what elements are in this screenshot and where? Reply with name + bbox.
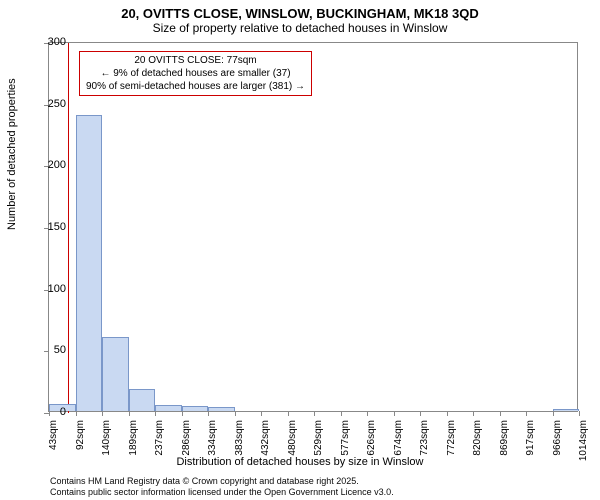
x-tick-mark — [76, 411, 77, 416]
x-tick-mark — [314, 411, 315, 416]
y-axis-label: Number of detached properties — [6, 78, 18, 230]
x-tick-label: 92sqm — [75, 420, 86, 464]
x-tick-label: 43sqm — [48, 420, 59, 464]
x-tick-mark — [235, 411, 236, 416]
x-tick-mark — [261, 411, 262, 416]
histogram-bar — [155, 405, 182, 411]
annotation-line-3: 90% of semi-detached houses are larger (… — [86, 80, 305, 93]
x-tick-label: 237sqm — [154, 420, 165, 464]
x-tick-mark — [526, 411, 527, 416]
histogram-bar — [102, 337, 129, 411]
x-tick-label: 723sqm — [419, 420, 430, 464]
annotation-line-2: ← 9% of detached houses are smaller (37) — [86, 67, 305, 80]
x-tick-mark — [288, 411, 289, 416]
x-tick-mark — [500, 411, 501, 416]
x-tick-label: 772sqm — [446, 420, 457, 464]
x-tick-mark — [208, 411, 209, 416]
chart-container: 20, OVITTS CLOSE, WINSLOW, BUCKINGHAM, M… — [0, 0, 600, 500]
x-tick-mark — [102, 411, 103, 416]
x-tick-label: 626sqm — [366, 420, 377, 464]
y-tick-label: 100 — [48, 283, 66, 295]
x-tick-mark — [473, 411, 474, 416]
x-tick-label: 383sqm — [234, 420, 245, 464]
y-tick-label: 150 — [48, 221, 66, 233]
histogram-bar — [76, 115, 103, 411]
x-tick-label: 189sqm — [128, 420, 139, 464]
x-tick-mark — [341, 411, 342, 416]
x-tick-mark — [182, 411, 183, 416]
x-tick-mark — [49, 411, 50, 416]
y-tick-mark — [44, 351, 49, 352]
x-tick-label: 674sqm — [393, 420, 404, 464]
y-tick-label: 50 — [54, 344, 66, 356]
title-sub: Size of property relative to detached ho… — [0, 21, 600, 39]
x-tick-label: 917sqm — [525, 420, 536, 464]
x-tick-mark — [447, 411, 448, 416]
x-axis-label: Distribution of detached houses by size … — [0, 456, 600, 468]
annotation-box: 20 OVITTS CLOSE: 77sqm ← 9% of detached … — [79, 51, 312, 96]
x-tick-mark — [155, 411, 156, 416]
x-tick-label: 432sqm — [260, 420, 271, 464]
chart-plot-area: 20 OVITTS CLOSE: 77sqm ← 9% of detached … — [48, 42, 578, 412]
x-tick-label: 529sqm — [313, 420, 324, 464]
x-tick-mark — [553, 411, 554, 416]
histogram-bar — [129, 389, 156, 411]
title-main: 20, OVITTS CLOSE, WINSLOW, BUCKINGHAM, M… — [0, 0, 600, 21]
x-tick-label: 577sqm — [340, 420, 351, 464]
x-tick-label: 1014sqm — [578, 420, 589, 464]
y-tick-label: 250 — [48, 98, 66, 110]
histogram-bar — [553, 409, 580, 411]
y-tick-label: 200 — [48, 159, 66, 171]
x-tick-label: 140sqm — [101, 420, 112, 464]
footer-line-2: Contains public sector information licen… — [50, 487, 394, 497]
y-tick-label: 0 — [60, 406, 66, 418]
x-tick-label: 820sqm — [472, 420, 483, 464]
footer-line-1: Contains HM Land Registry data © Crown c… — [50, 476, 359, 486]
annotation-line-1: 20 OVITTS CLOSE: 77sqm — [86, 54, 305, 67]
x-tick-mark — [129, 411, 130, 416]
property-indicator-line — [68, 43, 69, 413]
x-tick-label: 286sqm — [181, 420, 192, 464]
x-tick-label: 334sqm — [207, 420, 218, 464]
histogram-bar — [208, 407, 235, 411]
x-tick-label: 966sqm — [552, 420, 563, 464]
x-tick-mark — [367, 411, 368, 416]
x-tick-mark — [420, 411, 421, 416]
x-tick-mark — [579, 411, 580, 416]
x-tick-label: 480sqm — [287, 420, 298, 464]
x-tick-label: 869sqm — [499, 420, 510, 464]
y-tick-label: 300 — [48, 36, 66, 48]
x-tick-mark — [394, 411, 395, 416]
histogram-bar — [182, 406, 209, 411]
